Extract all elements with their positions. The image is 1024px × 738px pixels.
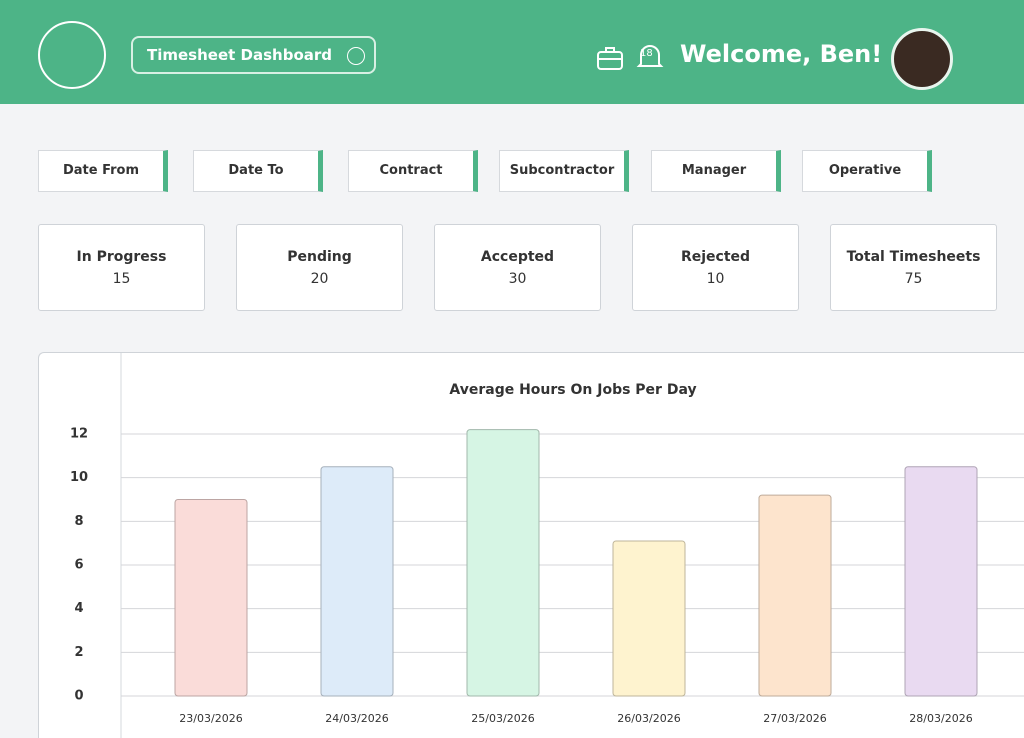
stat-card: In Progress 15 [38, 224, 205, 311]
stat-card: Accepted 30 [434, 224, 601, 311]
y-tick-label: 12 [70, 427, 88, 442]
stat-value: 30 [508, 271, 527, 287]
bell-icon[interactable] [636, 42, 664, 72]
logo[interactable] [38, 21, 106, 89]
stat-label: Pending [287, 249, 352, 265]
stat-label: Total Timesheets [846, 249, 981, 265]
bar [174, 499, 248, 697]
bar [612, 540, 686, 697]
stat-card: Rejected 10 [632, 224, 799, 311]
filter-button[interactable]: Date To [193, 150, 323, 192]
y-tick-label: 6 [74, 558, 83, 573]
stat-value: 75 [904, 271, 923, 287]
y-tick-label: 4 [74, 601, 83, 616]
filter-button[interactable]: Date From [38, 150, 168, 192]
welcome-text: Welcome, Ben! [680, 40, 883, 68]
y-tick-label: 0 [74, 689, 83, 704]
x-tick-label: 26/03/2026 [617, 712, 680, 725]
filter-button[interactable]: Contract [348, 150, 478, 192]
filter-button[interactable]: Manager [651, 150, 781, 192]
chart-panel: Average Hours On Jobs Per Day 0 2 4 6 8 10 12 2… [38, 352, 1024, 738]
x-tick-label: 28/03/2026 [909, 712, 972, 725]
dashboard-dropdown[interactable]: Timesheet Dashboard [131, 36, 376, 74]
stat-label: Accepted [480, 249, 555, 265]
stat-value: 20 [310, 271, 329, 287]
y-tick-label: 2 [74, 645, 83, 660]
stat-label: Rejected [680, 249, 751, 265]
header: Timesheet Dashboard 18 Welcome, Ben! [0, 0, 1024, 104]
briefcase-icon[interactable] [596, 44, 626, 72]
dropdown-arrow [347, 46, 366, 65]
stat-card: Total Timesheets 75 [830, 224, 997, 311]
avatar[interactable] [891, 28, 953, 90]
filter-button[interactable]: Operative [802, 150, 932, 192]
x-tick-label: 23/03/2026 [179, 712, 242, 725]
y-tick-label: 10 [70, 470, 88, 485]
y-tick-label: 8 [74, 514, 83, 529]
stat-card: Pending 20 [236, 224, 403, 311]
notification-count: 18 [640, 48, 653, 59]
bar [758, 494, 832, 697]
stat-label: In Progress [76, 249, 167, 265]
x-tick-label: 24/03/2026 [325, 712, 388, 725]
stat-value: 10 [706, 271, 725, 287]
bar [320, 466, 394, 697]
bar [904, 466, 978, 697]
chart: Average Hours On Jobs Per Day 0 2 4 6 8 10 12 2… [70, 353, 1024, 738]
stat-value: 15 [112, 271, 131, 287]
x-tick-label: 25/03/2026 [471, 712, 534, 725]
x-tick-label: 27/03/2026 [763, 712, 826, 725]
filter-button[interactable]: Subcontractor [499, 150, 629, 192]
dashboard-title: Timesheet Dashboard [147, 46, 333, 64]
bar [466, 429, 540, 697]
chart-title: Average Hours On Jobs Per Day [449, 382, 696, 398]
